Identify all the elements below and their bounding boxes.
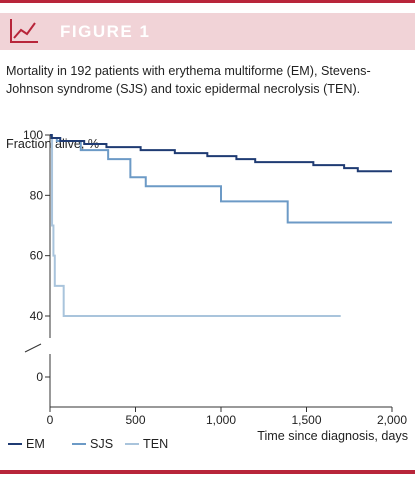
y-tick-label: 100 xyxy=(23,128,43,142)
series-line-em xyxy=(50,134,392,173)
x-tick-label: 2,000 xyxy=(377,413,407,427)
figure-label: FIGURE 1 xyxy=(60,22,151,41)
line-chart-icon xyxy=(10,19,38,43)
series-line-sjs xyxy=(50,134,392,224)
figure-caption: Mortality in 192 patients with erythema … xyxy=(6,64,371,96)
y-tick-label: 60 xyxy=(30,249,44,263)
axis-break-mark xyxy=(24,343,42,353)
figure-banner: FIGURE 1 xyxy=(0,13,415,50)
series-line-ten xyxy=(50,134,341,317)
legend-label-ten: TEN xyxy=(143,437,168,451)
x-tick-label: 0 xyxy=(47,413,54,427)
legend-label-em: EM xyxy=(26,437,45,451)
x-tick-label: 500 xyxy=(125,413,145,427)
y-tick-label: 80 xyxy=(30,188,44,202)
y-tick-label: 0 xyxy=(36,370,43,384)
x-axis-label: Time since diagnosis, days xyxy=(257,429,408,443)
bottom-rule xyxy=(0,470,415,474)
x-tick-label: 1,500 xyxy=(291,413,321,427)
legend-label-sjs: SJS xyxy=(90,437,113,451)
top-rule xyxy=(0,0,415,3)
y-tick-label: 40 xyxy=(30,309,44,323)
survival-chart: Fraction alive, % Time since diagnosis, … xyxy=(6,128,408,451)
x-tick-label: 1,000 xyxy=(206,413,236,427)
